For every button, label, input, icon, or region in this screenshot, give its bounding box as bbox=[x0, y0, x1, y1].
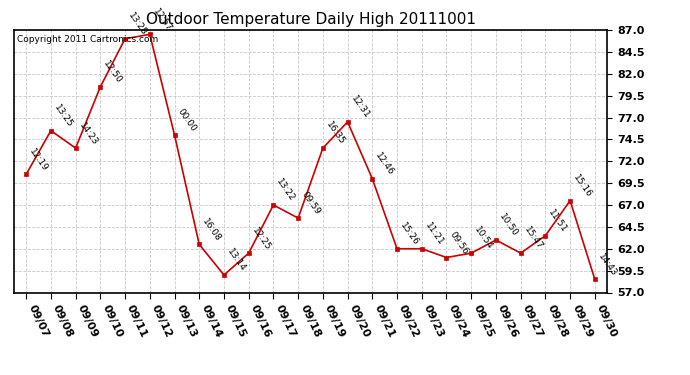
Text: Copyright 2011 Cartronics.com: Copyright 2011 Cartronics.com bbox=[17, 35, 158, 44]
Text: 14:23: 14:23 bbox=[77, 121, 99, 147]
Text: 12:25: 12:25 bbox=[250, 226, 272, 252]
Text: 13:25: 13:25 bbox=[52, 103, 75, 129]
Text: 15:47: 15:47 bbox=[522, 225, 544, 252]
Text: 09:59: 09:59 bbox=[299, 190, 322, 217]
Text: 15:26: 15:26 bbox=[398, 221, 421, 248]
Text: 12:46: 12:46 bbox=[374, 151, 396, 177]
Text: 11:51: 11:51 bbox=[546, 208, 569, 234]
Text: 13:14: 13:14 bbox=[226, 248, 248, 274]
Text: 12:19: 12:19 bbox=[28, 147, 50, 173]
Text: 00:00: 00:00 bbox=[176, 107, 198, 134]
Text: 16:35: 16:35 bbox=[324, 120, 346, 147]
Text: 09:56: 09:56 bbox=[448, 230, 470, 256]
Text: 10:54: 10:54 bbox=[473, 225, 495, 252]
Text: 11:21: 11:21 bbox=[423, 221, 445, 248]
Text: 16:08: 16:08 bbox=[201, 217, 223, 243]
Text: 15:16: 15:16 bbox=[571, 173, 593, 199]
Text: 12:31: 12:31 bbox=[349, 94, 371, 120]
Text: 12:50: 12:50 bbox=[101, 59, 124, 86]
Title: Outdoor Temperature Daily High 20111001: Outdoor Temperature Daily High 20111001 bbox=[146, 12, 475, 27]
Text: 13:22: 13:22 bbox=[275, 177, 297, 204]
Text: 13:28: 13:28 bbox=[126, 11, 148, 38]
Text: 10:50: 10:50 bbox=[497, 212, 520, 238]
Text: 14:43: 14:43 bbox=[596, 252, 618, 278]
Text: 12:57: 12:57 bbox=[151, 7, 173, 33]
